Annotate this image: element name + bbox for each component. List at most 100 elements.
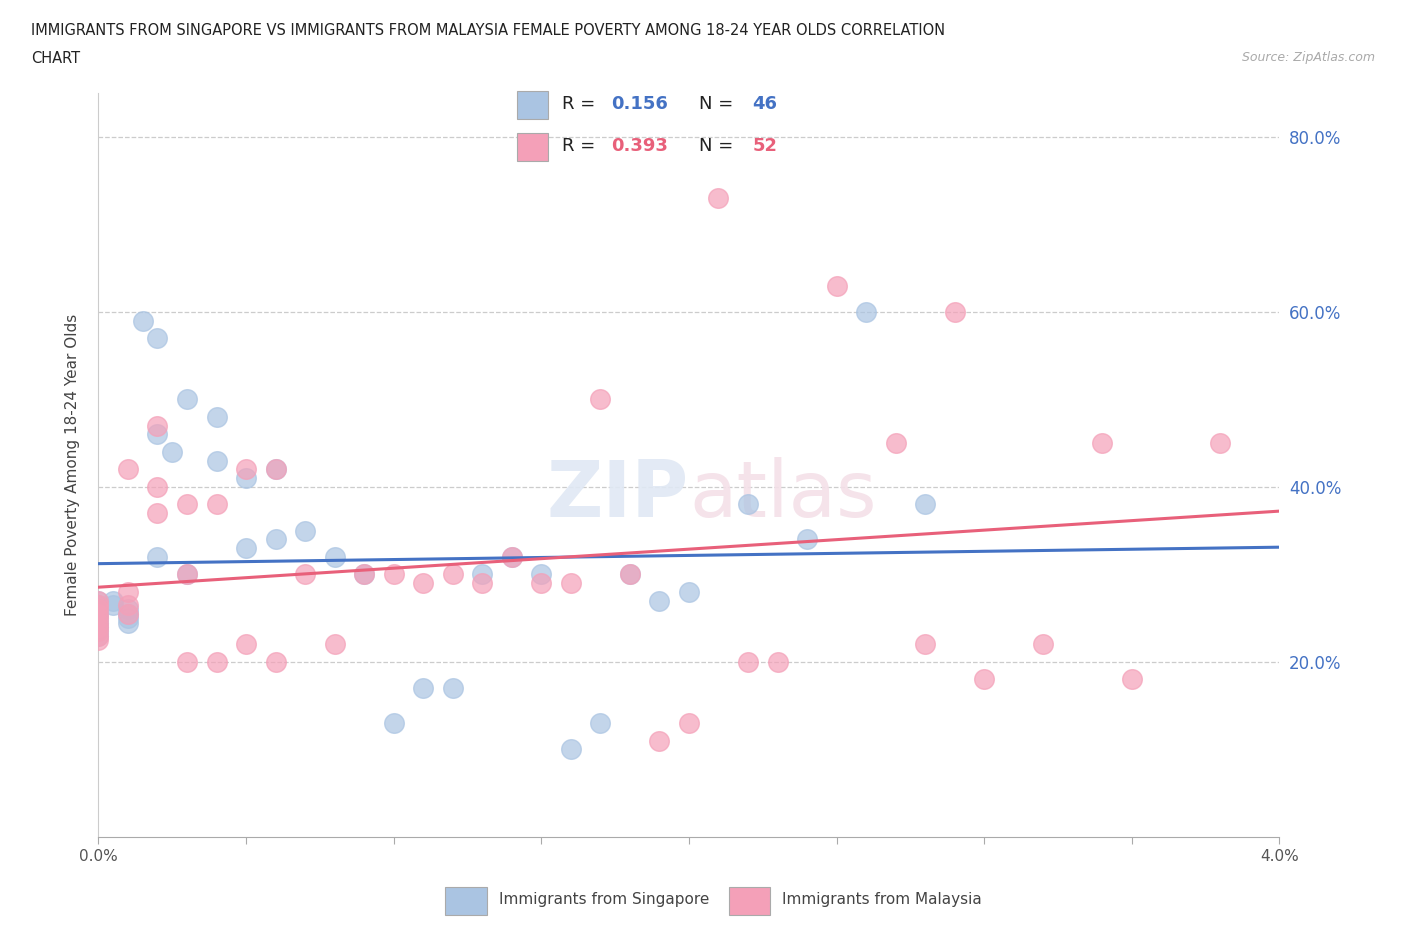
Point <box>766 655 789 670</box>
Point <box>235 471 257 485</box>
Point <box>530 576 553 591</box>
Text: CHART: CHART <box>31 51 80 66</box>
Point <box>176 567 198 582</box>
Point <box>176 567 198 582</box>
Point <box>87 615 110 630</box>
Point <box>1032 637 1054 652</box>
Point <box>1209 435 1232 450</box>
Point <box>323 637 346 652</box>
Point <box>87 624 110 639</box>
Text: N =: N = <box>700 137 734 155</box>
Point <box>294 524 316 538</box>
Point <box>87 598 110 613</box>
Point <box>973 672 995 687</box>
Point <box>353 567 375 582</box>
Point <box>1091 435 1114 450</box>
Point <box>412 681 434 696</box>
Point <box>87 619 110 634</box>
Point <box>235 540 257 555</box>
Point <box>117 606 139 621</box>
Text: Source: ZipAtlas.com: Source: ZipAtlas.com <box>1241 51 1375 64</box>
Point <box>205 409 228 424</box>
Text: R =: R = <box>562 95 596 113</box>
Text: 46: 46 <box>752 95 778 113</box>
Point <box>87 611 110 626</box>
Point <box>471 567 494 582</box>
Point <box>1121 672 1143 687</box>
Point <box>117 584 139 599</box>
Point <box>707 191 730 206</box>
Text: Immigrants from Malaysia: Immigrants from Malaysia <box>782 892 981 908</box>
Point <box>560 742 582 757</box>
Point <box>264 532 287 547</box>
Point <box>501 550 523 565</box>
Text: IMMIGRANTS FROM SINGAPORE VS IMMIGRANTS FROM MALAYSIA FEMALE POVERTY AMONG 18-24: IMMIGRANTS FROM SINGAPORE VS IMMIGRANTS … <box>31 23 945 38</box>
Point <box>162 445 183 459</box>
Point <box>441 567 464 582</box>
Point <box>117 462 139 477</box>
Text: Immigrants from Singapore: Immigrants from Singapore <box>499 892 709 908</box>
Point <box>87 606 110 621</box>
Point <box>353 567 375 582</box>
Point <box>294 567 316 582</box>
Point <box>796 532 818 547</box>
Point <box>146 418 169 433</box>
Point <box>264 655 287 670</box>
Point <box>264 462 287 477</box>
FancyBboxPatch shape <box>517 133 548 161</box>
Point <box>235 462 257 477</box>
Text: N =: N = <box>700 95 734 113</box>
Point <box>530 567 553 582</box>
Y-axis label: Female Poverty Among 18-24 Year Olds: Female Poverty Among 18-24 Year Olds <box>65 314 80 617</box>
Text: 52: 52 <box>752 137 778 155</box>
Text: 0.156: 0.156 <box>612 95 668 113</box>
Point <box>501 550 523 565</box>
Text: ZIP: ZIP <box>547 457 689 533</box>
Point <box>205 497 228 512</box>
FancyBboxPatch shape <box>728 887 770 915</box>
Point <box>87 624 110 639</box>
Point <box>176 497 198 512</box>
Point <box>146 427 169 442</box>
Point <box>619 567 641 582</box>
Point <box>471 576 494 591</box>
Point <box>87 615 110 630</box>
Point <box>737 497 759 512</box>
Point <box>87 619 110 634</box>
Point <box>117 611 139 626</box>
Point <box>441 681 464 696</box>
Point <box>146 506 169 521</box>
Point <box>117 598 139 613</box>
Text: R =: R = <box>562 137 596 155</box>
Point <box>87 606 110 621</box>
Point <box>382 567 405 582</box>
Point <box>560 576 582 591</box>
Point <box>176 655 198 670</box>
Point <box>619 567 641 582</box>
Point <box>648 733 671 748</box>
Point <box>87 593 110 608</box>
FancyBboxPatch shape <box>446 887 486 915</box>
Text: atlas: atlas <box>689 457 876 533</box>
Point <box>205 655 228 670</box>
Point <box>103 598 125 613</box>
Point <box>117 606 139 621</box>
Point <box>87 632 110 647</box>
Point <box>884 435 907 450</box>
Point <box>412 576 434 591</box>
Point <box>117 615 139 630</box>
Point <box>87 598 110 613</box>
Text: 0.393: 0.393 <box>612 137 668 155</box>
Point <box>943 304 966 319</box>
Point <box>737 655 759 670</box>
Point <box>117 602 139 617</box>
Point <box>176 392 198 406</box>
Point <box>146 550 169 565</box>
Point <box>103 593 125 608</box>
Point <box>87 602 110 617</box>
Point <box>235 637 257 652</box>
Point <box>87 629 110 644</box>
Point <box>678 716 700 731</box>
Point <box>132 313 155 328</box>
Point <box>87 629 110 644</box>
